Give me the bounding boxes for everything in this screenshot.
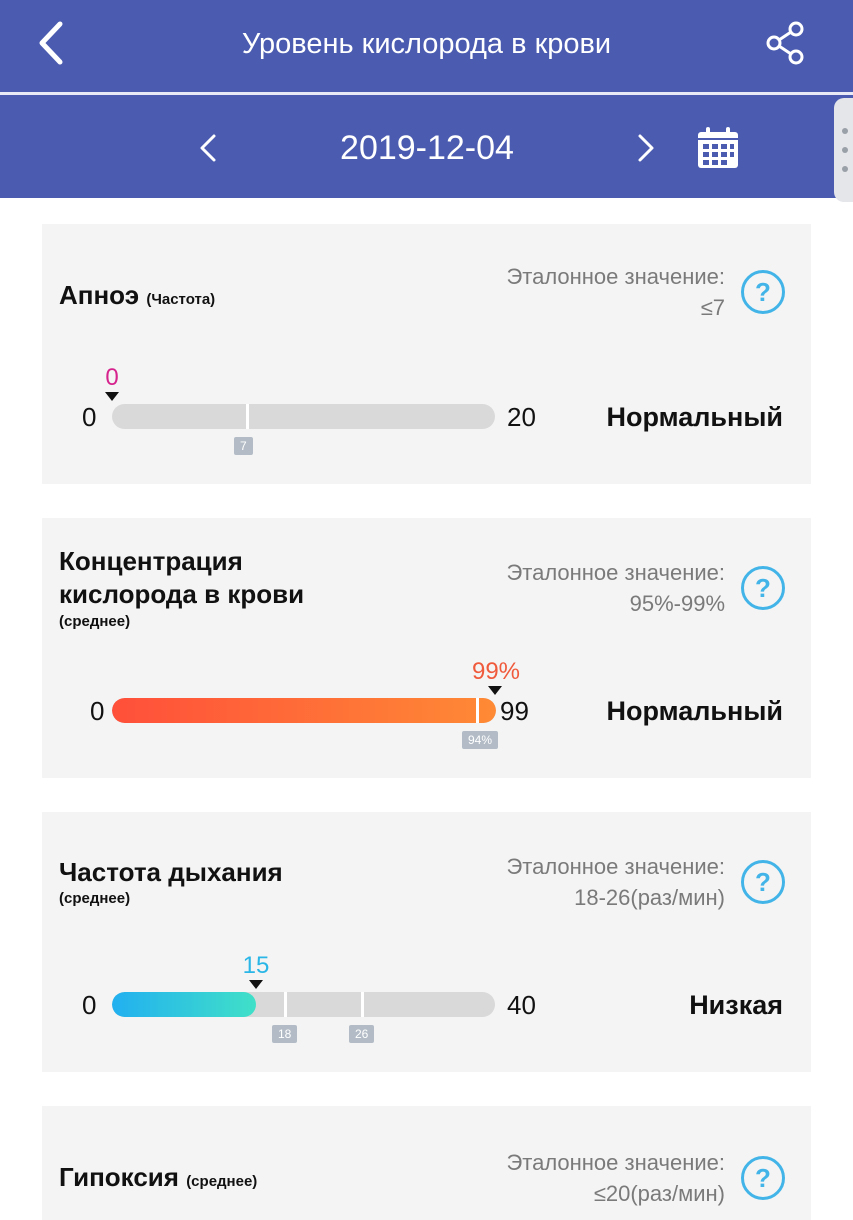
bar-min: 0 [90, 696, 105, 726]
calendar-button[interactable] [694, 126, 742, 170]
tick-label: 26 [349, 1025, 375, 1043]
oxygen-card: Концентрация кислорода в крови (среднее)… [42, 518, 811, 778]
metric-subtitle: (среднее) [59, 890, 131, 907]
help-icon[interactable]: ? [741, 860, 785, 904]
app-header: Уровень кислорода в крови 2019-12-04 [0, 0, 853, 198]
side-drawer-handle[interactable] [834, 98, 853, 202]
reference-label: Эталонное значение: [506, 1150, 725, 1175]
current-value: 0 [105, 364, 119, 391]
apnea-card: Апноэ (Частота) Эталонное значение: ≤7 ?… [42, 224, 811, 484]
value-fill [112, 992, 256, 1017]
bar-max: 99 [500, 696, 529, 726]
respiration-card: Частота дыхания (среднее) Эталонное знач… [42, 812, 811, 1072]
tick-label: 94% [462, 731, 499, 749]
reference-tick-low [284, 992, 287, 1017]
selected-date[interactable]: 2019-12-04 [340, 129, 514, 167]
value-marker [105, 392, 119, 401]
reference-label: Эталонное значение: [506, 854, 725, 879]
value-marker [249, 980, 263, 989]
handle-dot [842, 147, 848, 153]
status-label: Нормальный [606, 402, 783, 432]
bar-max: 20 [507, 402, 536, 432]
calendar-icon [698, 127, 738, 168]
oxygen-title-line1: Концентрация [59, 546, 243, 576]
bar-min: 0 [82, 402, 97, 432]
oxygen-title-line2: кислорода в крови [59, 579, 305, 609]
hypoxia-title: Гипоксия (среднее) [59, 1161, 257, 1198]
metric-title: Гипоксия [59, 1162, 179, 1192]
header-divider [0, 92, 853, 95]
page-title: Уровень кислорода в крови [241, 28, 612, 60]
reference-value: 95%-99% [629, 591, 725, 616]
tick-label: 18 [272, 1025, 298, 1043]
previous-date-button[interactable] [190, 126, 226, 170]
handle-dot [842, 128, 848, 134]
reference-value: ≤20(раз/мин) [593, 1181, 725, 1206]
hypoxia-card: Гипоксия (среднее) Эталонное значение: ≤… [42, 1106, 811, 1220]
chevron-right-icon [638, 134, 654, 162]
value-marker [488, 686, 502, 695]
help-icon[interactable]: ? [741, 566, 785, 610]
share-button[interactable] [762, 20, 812, 66]
reference-tick [246, 404, 249, 429]
bar-max: 40 [507, 990, 536, 1020]
respiration-title: Частота дыхания [59, 857, 283, 887]
tick-label: 7 [234, 437, 253, 455]
help-icon[interactable]: ? [741, 270, 785, 314]
current-value: 15 [242, 952, 270, 979]
chevron-left-icon [200, 134, 216, 162]
back-button[interactable] [30, 20, 76, 66]
reference-tick [476, 698, 479, 723]
bar-min: 0 [82, 990, 97, 1020]
status-label: Низкая [689, 990, 783, 1020]
metric-title: Апноэ [59, 280, 140, 310]
next-date-button[interactable] [628, 126, 664, 170]
reference-value: 18-26(раз/мин) [574, 885, 725, 910]
status-label: Нормальный [606, 696, 783, 726]
back-arrow-icon [39, 21, 63, 65]
reference-label: Эталонное значение: [506, 560, 725, 585]
metric-subtitle: (среднее) [186, 1173, 258, 1190]
reference-label: Эталонное значение: [506, 264, 725, 289]
range-bar [112, 698, 496, 723]
handle-dot [842, 166, 848, 172]
share-icon [766, 21, 804, 65]
reference-value: ≤7 [700, 295, 725, 320]
help-icon[interactable]: ? [741, 1156, 785, 1200]
reference-tick-high [361, 992, 364, 1017]
range-bar [112, 992, 495, 1017]
metric-subtitle: (Частота) [146, 291, 216, 308]
range-bar [112, 404, 495, 429]
apnea-title: Апноэ (Частота) [59, 279, 215, 316]
current-value: 99% [471, 658, 521, 685]
metric-subtitle: (среднее) [59, 613, 131, 630]
value-fill [112, 698, 496, 723]
